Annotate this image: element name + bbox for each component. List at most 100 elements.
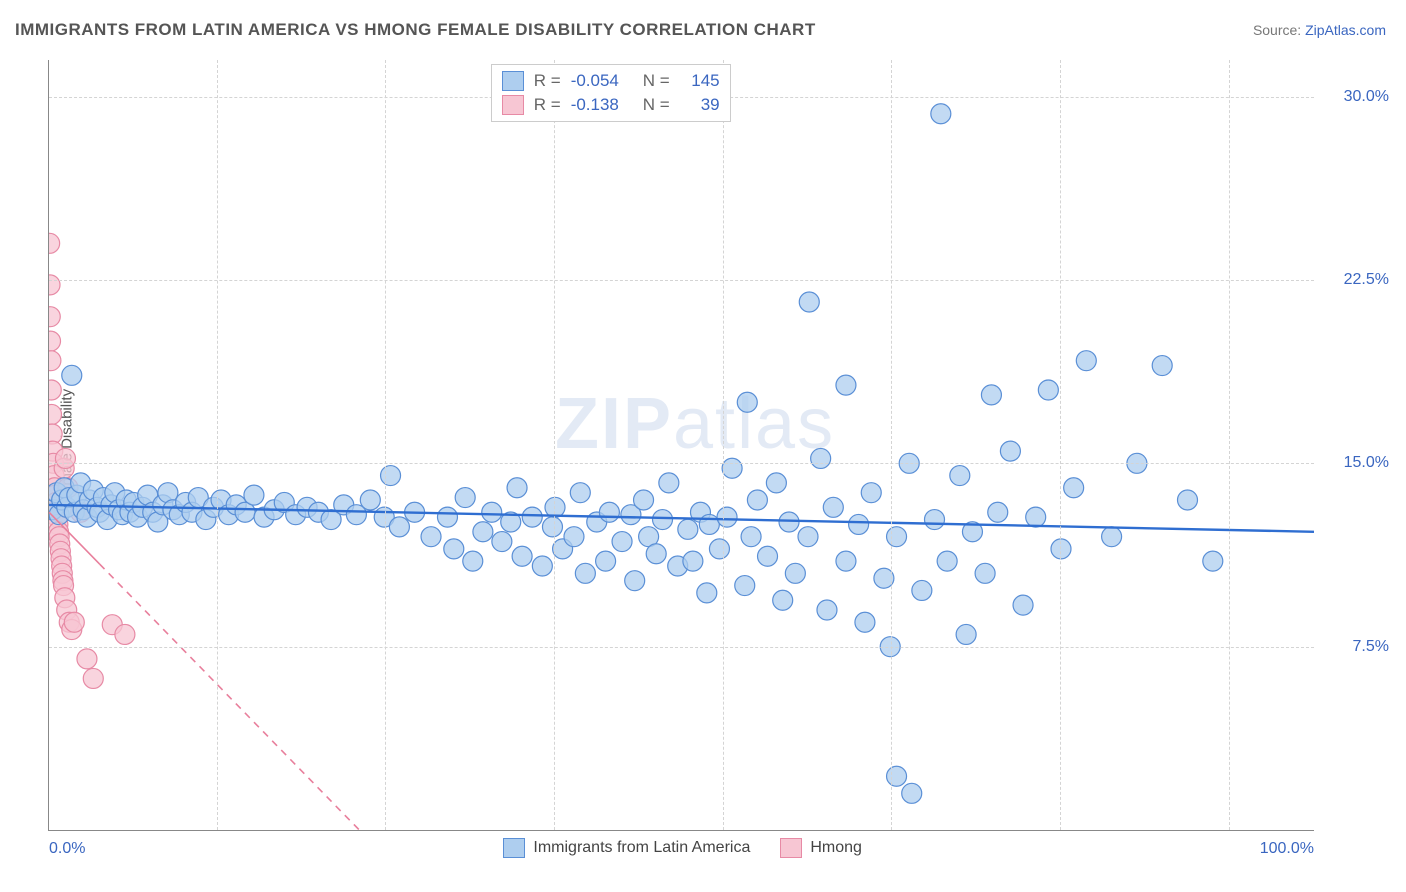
data-point (1000, 441, 1020, 461)
data-point (54, 458, 74, 478)
chart-title: IMMIGRANTS FROM LATIN AMERICA VS HMONG F… (15, 20, 816, 40)
data-point (1038, 380, 1058, 400)
data-point (587, 512, 607, 532)
data-point (163, 500, 183, 520)
data-point (297, 497, 317, 517)
stats-legend-row: R =-0.138N =39 (502, 93, 720, 117)
data-point (40, 275, 60, 295)
legend-swatch (780, 838, 802, 858)
data-point (937, 551, 957, 571)
data-point (709, 539, 729, 559)
data-point (612, 532, 632, 552)
data-point (264, 500, 284, 520)
data-point (42, 424, 62, 444)
data-point (1152, 356, 1172, 376)
data-point (621, 505, 641, 525)
data-point (308, 502, 328, 522)
data-point (158, 483, 178, 503)
data-point (120, 502, 140, 522)
data-point (49, 527, 69, 547)
data-point (59, 612, 79, 632)
legend-label: Immigrants from Latin America (533, 839, 750, 857)
data-point (473, 522, 493, 542)
data-point (512, 546, 532, 566)
data-point (97, 510, 117, 530)
data-point (42, 404, 62, 424)
legend-item: Immigrants from Latin America (503, 838, 750, 858)
data-point (219, 505, 239, 525)
data-point (203, 497, 223, 517)
data-point (1064, 478, 1084, 498)
data-point (553, 539, 573, 559)
data-point (717, 507, 737, 527)
data-point (925, 510, 945, 530)
data-point (64, 502, 84, 522)
data-point (389, 517, 409, 537)
data-point (40, 233, 60, 253)
data-point (124, 492, 144, 512)
data-point (381, 466, 401, 486)
data-point (773, 590, 793, 610)
gridline-vertical (891, 60, 892, 830)
data-point (83, 480, 103, 500)
data-point (138, 485, 158, 505)
data-point (62, 365, 82, 385)
data-point (58, 478, 78, 498)
data-point (374, 507, 394, 527)
source-link[interactable]: ZipAtlas.com (1305, 22, 1386, 38)
data-point (1013, 595, 1033, 615)
data-point (1102, 527, 1122, 547)
data-point (47, 507, 67, 527)
data-point (79, 490, 99, 510)
data-point (659, 473, 679, 493)
data-point (1076, 351, 1096, 371)
data-point (950, 466, 970, 486)
stats-r-label: R = (534, 95, 561, 115)
data-point (71, 502, 91, 522)
data-point (678, 519, 698, 539)
data-point (646, 544, 666, 564)
data-point (109, 500, 129, 520)
data-point (112, 505, 132, 525)
data-point (44, 466, 64, 486)
data-point (747, 490, 767, 510)
y-tick-label: 22.5% (1324, 271, 1389, 289)
data-point (1026, 507, 1046, 527)
data-point (437, 507, 457, 527)
stats-n-label: N = (643, 95, 670, 115)
data-point (57, 497, 77, 517)
y-tick-label: 7.5% (1324, 638, 1389, 656)
stats-r-value: -0.138 (571, 95, 633, 115)
data-point (47, 500, 67, 520)
data-point (148, 512, 168, 532)
bottom-legend: Immigrants from Latin AmericaHmong (503, 838, 862, 858)
data-point (634, 490, 654, 510)
data-point (931, 104, 951, 124)
data-point (41, 351, 61, 371)
data-point (861, 483, 881, 503)
gridline-vertical (723, 60, 724, 830)
data-point (1178, 490, 1198, 510)
data-point (40, 307, 60, 327)
data-point (67, 485, 87, 505)
gridline-horizontal (49, 647, 1314, 648)
data-point (507, 478, 527, 498)
data-point (785, 563, 805, 583)
data-point (962, 522, 982, 542)
data-point (956, 624, 976, 644)
data-point (683, 551, 703, 571)
data-point (798, 527, 818, 547)
data-point (542, 517, 562, 537)
data-point (722, 458, 742, 478)
data-point (823, 497, 843, 517)
data-point (211, 490, 231, 510)
data-point (596, 551, 616, 571)
stats-legend: R =-0.054N =145R =-0.138N =39 (491, 64, 731, 122)
source-label: Source: (1253, 22, 1301, 38)
data-point (93, 488, 113, 508)
data-point (575, 563, 595, 583)
data-point (45, 485, 65, 505)
data-point (545, 497, 565, 517)
data-point (52, 490, 72, 510)
data-point (54, 576, 74, 596)
